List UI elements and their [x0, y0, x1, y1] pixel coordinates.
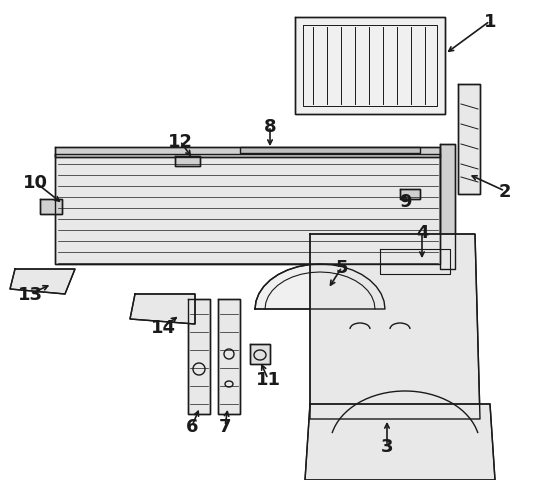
Polygon shape [188, 300, 210, 414]
Polygon shape [310, 235, 480, 419]
Polygon shape [175, 156, 200, 167]
Polygon shape [305, 404, 495, 480]
Polygon shape [440, 144, 455, 269]
Polygon shape [10, 269, 75, 294]
Text: 7: 7 [219, 417, 231, 435]
Text: 13: 13 [18, 286, 42, 303]
Text: 10: 10 [23, 174, 48, 192]
Polygon shape [218, 300, 240, 414]
Text: 3: 3 [381, 437, 393, 455]
Polygon shape [400, 190, 420, 200]
Polygon shape [130, 294, 195, 324]
Text: 8: 8 [264, 118, 277, 136]
Polygon shape [458, 85, 480, 194]
Text: 1: 1 [484, 13, 496, 31]
Text: 4: 4 [416, 224, 428, 241]
Polygon shape [250, 344, 270, 364]
Text: 5: 5 [336, 258, 348, 276]
Text: 2: 2 [499, 182, 511, 201]
Polygon shape [295, 18, 445, 115]
Polygon shape [40, 200, 62, 215]
Polygon shape [240, 148, 420, 154]
Polygon shape [55, 155, 440, 264]
Text: 12: 12 [168, 133, 192, 151]
Text: 11: 11 [256, 370, 280, 388]
Polygon shape [55, 148, 440, 157]
Text: 9: 9 [399, 192, 411, 211]
Text: 6: 6 [186, 417, 198, 435]
Polygon shape [255, 264, 385, 309]
Text: 14: 14 [151, 318, 175, 336]
